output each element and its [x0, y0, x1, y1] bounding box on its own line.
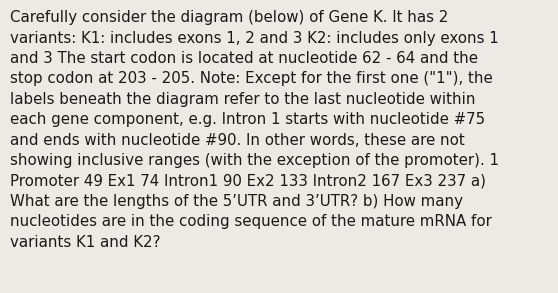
Text: Carefully consider the diagram (below) of Gene K. It has 2
variants: K1: include: Carefully consider the diagram (below) o… [10, 10, 499, 250]
